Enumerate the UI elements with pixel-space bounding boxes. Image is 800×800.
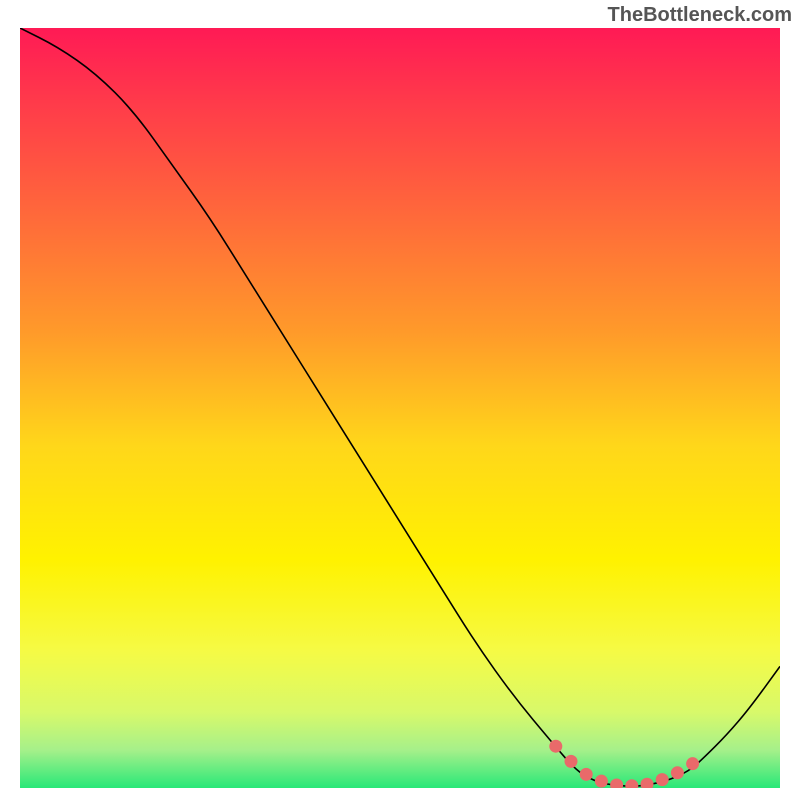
optimal-marker [595, 775, 608, 788]
optimal-marker [565, 755, 578, 768]
optimal-marker [656, 773, 669, 786]
gradient-background [20, 28, 780, 788]
optimal-marker [549, 740, 562, 753]
chart-svg [20, 28, 780, 788]
watermark-text: TheBottleneck.com [608, 4, 792, 27]
optimal-marker [671, 766, 684, 779]
plot-area [20, 28, 780, 788]
optimal-marker [580, 768, 593, 781]
chart-container: TheBottleneck.com [0, 0, 800, 800]
optimal-marker [686, 757, 699, 770]
